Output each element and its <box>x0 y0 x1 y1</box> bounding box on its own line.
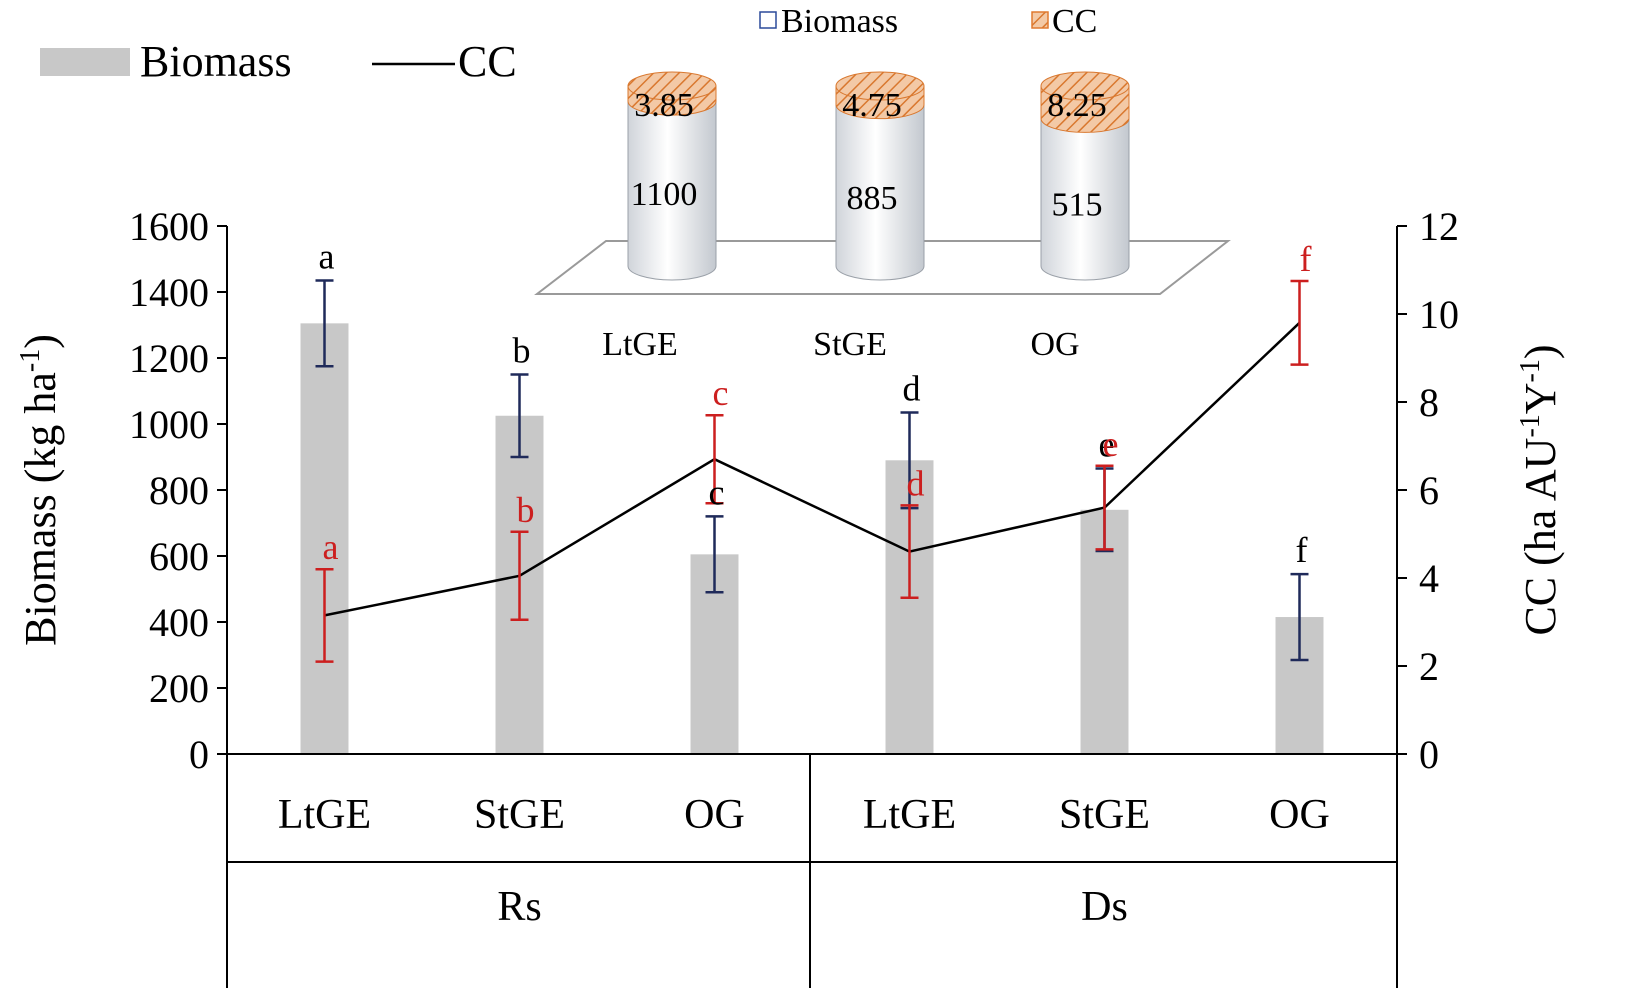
left-tick-label-3: 600 <box>149 534 209 579</box>
cc-error-bar-4 <box>1095 464 1114 551</box>
left-tick-label-5: 1000 <box>129 402 209 447</box>
left-tick-label-1: 200 <box>149 666 209 711</box>
group-label-ds: Ds <box>1081 884 1128 930</box>
inset-x-label-stge: StGE <box>813 326 887 363</box>
x-category-label-2: OG <box>684 792 745 838</box>
left-y-axis: 0 200 400 600 800 1000 1200 1400 1600 <box>129 204 228 777</box>
cc-line-series <box>315 279 1309 663</box>
inset-biomass-label-0: 1100 <box>631 176 698 213</box>
left-tick-label-7: 1400 <box>129 270 209 315</box>
inset-cylinder-ltge: 3.85 1100 <box>627 71 717 281</box>
cc-error-bar-5 <box>1290 279 1309 366</box>
right-tick-label-4: 8 <box>1419 380 1439 425</box>
biomass-letter-0: a <box>319 236 335 276</box>
right-tick-label-6: 12 <box>1419 204 1459 249</box>
inset-legend: Biomass CC <box>759 3 1097 40</box>
left-tick-label-6: 1200 <box>129 336 209 381</box>
inset-x-label-og: OG <box>1030 326 1079 363</box>
inset-biomass-segment-0 <box>627 100 717 281</box>
left-tick-label-8: 1600 <box>129 204 209 249</box>
right-tick-label-1: 2 <box>1419 644 1439 689</box>
biomass-error-bar-5 <box>1290 572 1309 662</box>
left-axis-title-text: Biomass (kg ha-1) <box>15 334 65 646</box>
cc-error-bar-2 <box>705 413 724 505</box>
left-axis-title: Biomass (kg ha-1) <box>15 334 65 646</box>
inset-x-label-ltge: LtGE <box>602 326 678 363</box>
biomass-letter-2: c <box>709 472 725 512</box>
right-tick-label-5: 10 <box>1419 292 1459 337</box>
right-axis-title: CC (ha AU-1Y-1) <box>1515 344 1565 635</box>
biomass-bars <box>300 279 1324 754</box>
right-y-axis: 0 2 4 6 8 10 12 <box>1396 204 1459 777</box>
cc-error-bar-3 <box>900 504 919 600</box>
cc-letter-1: b <box>517 490 535 530</box>
biomass-letter-1: b <box>513 331 531 371</box>
inset-cylinder-stge: 4.75 885 <box>835 71 925 281</box>
inset-cylinder-top-2 <box>1040 71 1130 101</box>
right-axis-title-text: CC (ha AU-1Y-1) <box>1515 344 1565 635</box>
legend-biomass-label: Biomass <box>140 37 292 86</box>
cc-error-bar-0 <box>315 567 334 663</box>
inset-legend-cc-swatch <box>1031 11 1049 29</box>
left-tick-label-2: 400 <box>149 600 209 645</box>
inset-cylinder-og: 8.25 515 <box>1040 71 1130 281</box>
inset-biomass-segment-1 <box>835 104 925 281</box>
inset-cylinder-top-0 <box>627 71 717 101</box>
x-category-label-0: LtGE <box>278 792 371 838</box>
x-category-label-4: StGE <box>1059 792 1150 838</box>
cc-letter-5: f <box>1300 239 1312 279</box>
inset-biomass-label-2: 515 <box>1052 187 1103 224</box>
inset-legend-cc-label: CC <box>1052 3 1097 40</box>
inset-cylinder-top-1 <box>835 71 925 101</box>
inset-cc-label-1: 4.75 <box>842 87 902 124</box>
inset-biomass-label-1: 885 <box>847 180 898 217</box>
legend-biomass-swatch <box>40 48 130 76</box>
x-axis: LtGE StGE OG LtGE StGE OG Rs Ds <box>226 753 1398 988</box>
right-tick-label-0: 0 <box>1419 732 1439 777</box>
left-tick-label-4: 800 <box>149 468 209 513</box>
biomass-error-bar-2 <box>705 515 724 594</box>
cc-letter-3: d <box>907 463 925 503</box>
biomass-letter-3: d <box>903 368 921 408</box>
biomass-error-bar-1 <box>510 373 529 459</box>
biomass-error-bar-0 <box>315 279 334 368</box>
inset-cc-label-0: 3.85 <box>634 87 694 124</box>
right-tick-label-2: 4 <box>1419 556 1439 601</box>
biomass-bar-0 <box>300 323 349 754</box>
legend-cc-label: CC <box>458 37 517 86</box>
inset-legend-biomass-label: Biomass <box>781 3 898 40</box>
main-legend: Biomass CC <box>40 37 517 86</box>
biomass-letter-4: e <box>1099 425 1115 465</box>
biomass-letter-5: f <box>1296 530 1308 570</box>
cc-line <box>324 321 1301 617</box>
left-tick-label-0: 0 <box>189 732 209 777</box>
inset-cc-label-2: 8.25 <box>1047 87 1107 124</box>
cc-letter-4: e <box>1103 424 1119 464</box>
inset-cylinders: 3.85 1100 4.75 885 8.25 515 <box>627 71 1130 281</box>
group-label-rs: Rs <box>497 884 541 930</box>
significance-letters: a b c d e f a b c d e f <box>319 236 1312 570</box>
cc-letter-2: c <box>713 373 729 413</box>
inset-legend-biomass-swatch <box>759 11 777 29</box>
right-tick-label-3: 6 <box>1419 468 1439 513</box>
inset-biomass-segment-2 <box>1040 117 1130 281</box>
inset-cylinder-chart: Biomass CC 3.85 1100 4.75 885 8.25 515 LtGE S… <box>534 3 1231 363</box>
cc-error-bar-1 <box>510 530 529 622</box>
x-category-label-5: OG <box>1269 792 1330 838</box>
x-category-label-1: StGE <box>474 792 565 838</box>
cc-letter-0: a <box>323 527 339 567</box>
x-category-label-3: LtGE <box>863 792 956 838</box>
